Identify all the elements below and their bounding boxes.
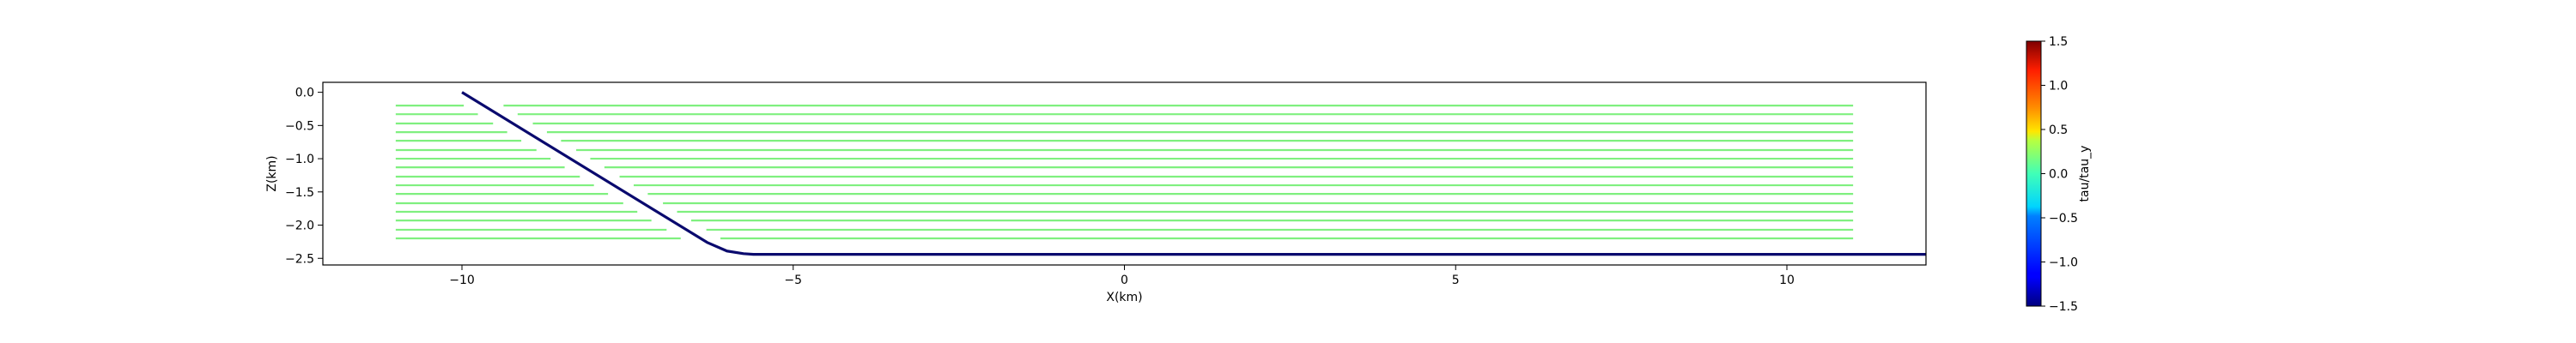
colorbar-tick-label-5: −1.0: [2049, 256, 2078, 270]
fault-series: [461, 91, 1926, 256]
y-tick-label-0: 0.0: [295, 87, 314, 100]
x-tick-label-4: 10: [1779, 274, 1795, 287]
layer-lines: [395, 105, 1854, 240]
y-tick-label-5: −2.5: [285, 252, 314, 266]
y-tick-label-2: −1.0: [285, 153, 314, 166]
colorbar-ticks: 1.5 1.0 0.5 0.0 −0.5 −1.0 −1.5: [2041, 35, 2078, 314]
y-axis-ticks: 0.0 −0.5 −1.0 −1.5 −2.0 −2.5: [285, 87, 323, 266]
x-tick-label-3: 5: [1452, 274, 1460, 287]
colorbar-tick-label-0: 1.5: [2049, 35, 2068, 49]
colorbar-tick-label-2: 0.5: [2049, 123, 2068, 137]
x-tick-label-0: −10: [449, 274, 475, 287]
colorbar-tick-label-4: −0.5: [2049, 212, 2078, 226]
colorbar: 1.5 1.0 0.5 0.0 −0.5 −1.0 −1.5 tau/tau_y: [2026, 35, 2092, 314]
x-tick-label-1: −5: [784, 274, 802, 287]
colorbar-gradient: [2026, 40, 2042, 307]
x-axis-label: X(km): [1106, 291, 1142, 304]
plot-area: −10 −5 0 5 10 0.0−0.5−1.0−1.5−2.0−2.5 X(km) …: [265, 81, 1927, 304]
y-tick-label-1: −0.5: [285, 119, 314, 133]
y-tick-label-3: −1.5: [285, 186, 314, 200]
colorbar-tick-label-1: 1.0: [2049, 80, 2068, 93]
y-axis-label: Z(km): [265, 155, 279, 191]
x-axis-ticks: −10 −5 0 5 10: [449, 265, 1795, 287]
y-tick-label-4: −2.0: [285, 220, 314, 233]
fault-line: [461, 91, 1926, 256]
x-tick-label-2: 0: [1121, 274, 1128, 287]
colorbar-label: tau/tau_y: [2078, 146, 2092, 202]
colorbar-tick-label-6: −1.5: [2049, 300, 2078, 314]
colorbar-tick-label-3: 0.0: [2049, 168, 2068, 182]
